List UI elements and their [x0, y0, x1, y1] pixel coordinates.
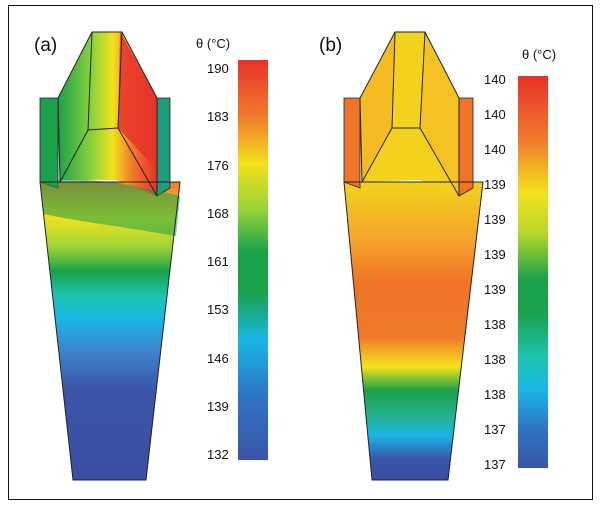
panel-b-colorbar — [518, 76, 548, 468]
panel-b-left-wing — [343, 97, 361, 189]
panel-b-head-shade-right — [420, 32, 459, 196]
panel-b-head-shade — [360, 32, 395, 182]
panel-b-model — [343, 31, 484, 481]
panel-b-right-wing — [458, 97, 474, 197]
panel-b-colorbar-tick-6: 139 — [484, 282, 506, 297]
panel-a-model — [39, 31, 181, 481]
panel-a-label: (a) — [34, 35, 58, 56]
panel-a-colorbar-unit: θ (°C) — [196, 36, 231, 51]
panel-b-colorbar-tick-0: 140 — [484, 72, 506, 87]
panel-a-colorbar — [238, 60, 268, 460]
panel-a-colorbar-tick-0: 190 — [207, 61, 229, 76]
panel-a-body — [40, 182, 180, 480]
panel-a-colorbar-tick-7: 139 — [207, 398, 229, 414]
panel-b-colorbar-tick-4: 139 — [484, 212, 506, 227]
panel-b-colorbar-unit: θ (°C) — [522, 47, 557, 62]
panel-b-colorbar-tick-5: 139 — [484, 247, 506, 262]
panel-b-colorbar-tick-2: 140 — [484, 142, 506, 157]
panel-b-outline — [343, 31, 484, 481]
panel-a-colorbar-tick-1: 183 — [207, 109, 229, 125]
panel-a-hot-region — [118, 32, 157, 170]
panel-a-colorbar-tick-6: 146 — [207, 350, 229, 366]
panel-b-colorbar-tick-10: 137 — [484, 422, 506, 437]
panel-b-colorbar-tick-3: 139 — [484, 177, 506, 192]
panel-a-colorbar-tick-5: 153 — [207, 302, 229, 318]
panel-a-cool-overlay — [40, 179, 180, 236]
panel-b-colorbar-tick-9: 138 — [484, 387, 506, 402]
panel-a-colorbar-tick-8: 132 — [207, 447, 229, 462]
panel-a-colorbar-tick-2: 176 — [207, 157, 229, 173]
panel-b-label: (b) — [319, 35, 343, 56]
panel-a-outline — [39, 31, 181, 481]
panel-a-right-wing — [156, 97, 171, 197]
panel-a-left-wing — [39, 97, 59, 189]
panel-b-colorbar-tick-7: 138 — [484, 317, 506, 332]
panel-a-colorbar-tick-4: 161 — [207, 254, 229, 269]
panel-b-body — [344, 182, 483, 480]
panel-b-colorbar-tick-8: 138 — [484, 352, 506, 367]
panel-a-colorbar-tick-3: 168 — [207, 205, 229, 221]
panel-b-colorbar-tick-1: 140 — [484, 107, 506, 122]
panel-b-colorbar-tick-11: 137 — [484, 457, 506, 472]
